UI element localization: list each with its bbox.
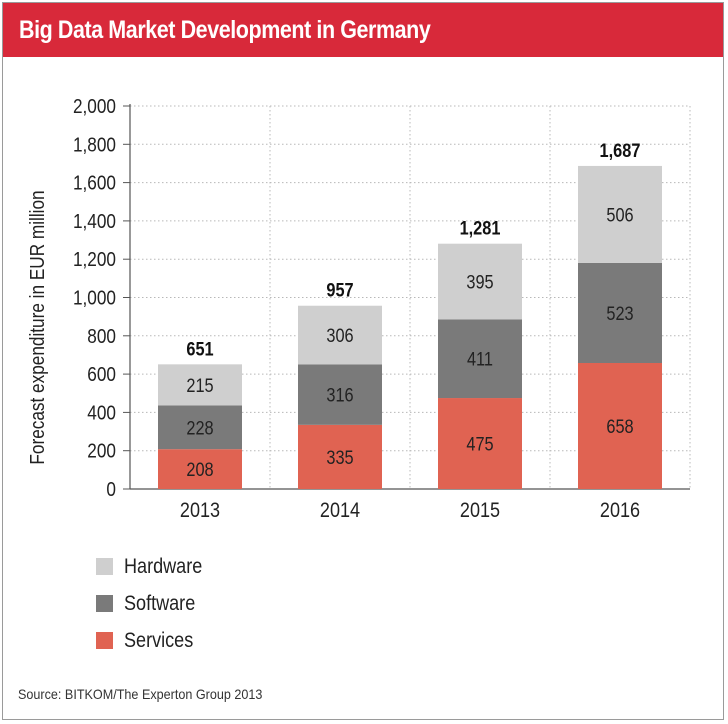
- data-label: 316: [326, 384, 353, 405]
- y-tick-label: 400: [87, 401, 116, 424]
- total-label: 957: [326, 280, 353, 301]
- data-label: 228: [186, 417, 213, 438]
- data-label: 215: [186, 375, 213, 396]
- legend-swatch-services: [96, 632, 113, 649]
- x-tick-label: 2015: [460, 499, 500, 523]
- data-label: 208: [186, 459, 213, 480]
- y-tick-label: 0: [106, 478, 116, 501]
- legend-label-software: Software: [124, 592, 195, 616]
- x-tick-label: 2016: [600, 499, 640, 523]
- data-label: 395: [466, 271, 493, 292]
- legend-label-hardware: Hardware: [124, 555, 202, 579]
- data-label: 411: [467, 349, 493, 370]
- data-label: 475: [466, 433, 493, 454]
- bar-segment-software: [438, 319, 522, 399]
- y-tick-label: 800: [87, 325, 116, 348]
- y-axis-title: Forecast expenditure in EUR million: [26, 190, 49, 464]
- data-label: 523: [606, 303, 633, 324]
- legend-swatch-hardware: [96, 558, 113, 575]
- bar-segment-services: [158, 449, 242, 489]
- y-tick-label: 200: [87, 439, 116, 462]
- data-label: 658: [606, 416, 633, 437]
- bar-segment-software: [578, 262, 662, 363]
- data-label: 335: [326, 447, 353, 468]
- bar-segment-hardware: [438, 243, 522, 320]
- y-tick-label: 1,200: [73, 248, 116, 271]
- total-label: 1,281: [460, 218, 501, 239]
- bar-segment-services: [298, 424, 382, 489]
- bar-segment-hardware: [158, 364, 242, 406]
- legend-swatch-software: [96, 595, 113, 612]
- x-tick-label: 2013: [180, 499, 220, 523]
- y-tick-label: 1,800: [73, 133, 116, 156]
- y-tick-label: 600: [87, 363, 116, 386]
- y-tick-label: 1,400: [73, 210, 116, 233]
- title-bar: Big Data Market Development in Germany: [3, 3, 723, 57]
- source-note: Source: BITKOM/The Experton Group 2013: [18, 686, 263, 702]
- bar-segment-hardware: [298, 305, 382, 365]
- chart-title: Big Data Market Development in Germany: [19, 16, 431, 44]
- x-tick-label: 2014: [320, 499, 360, 523]
- y-tick-label: 1,600: [73, 171, 116, 194]
- legend-label-services: Services: [124, 629, 193, 653]
- bar-segment-software: [158, 405, 242, 450]
- bar-segment-hardware: [578, 165, 662, 263]
- y-tick-label: 2,000: [73, 95, 116, 118]
- y-tick-label: 1,000: [73, 286, 116, 309]
- data-label: 306: [326, 325, 353, 346]
- bar-segment-services: [438, 398, 522, 489]
- total-label: 651: [186, 338, 213, 359]
- bar-segment-software: [298, 364, 382, 425]
- total-label: 1,687: [600, 140, 641, 161]
- data-label: 506: [606, 204, 633, 225]
- bar-segment-services: [578, 362, 662, 489]
